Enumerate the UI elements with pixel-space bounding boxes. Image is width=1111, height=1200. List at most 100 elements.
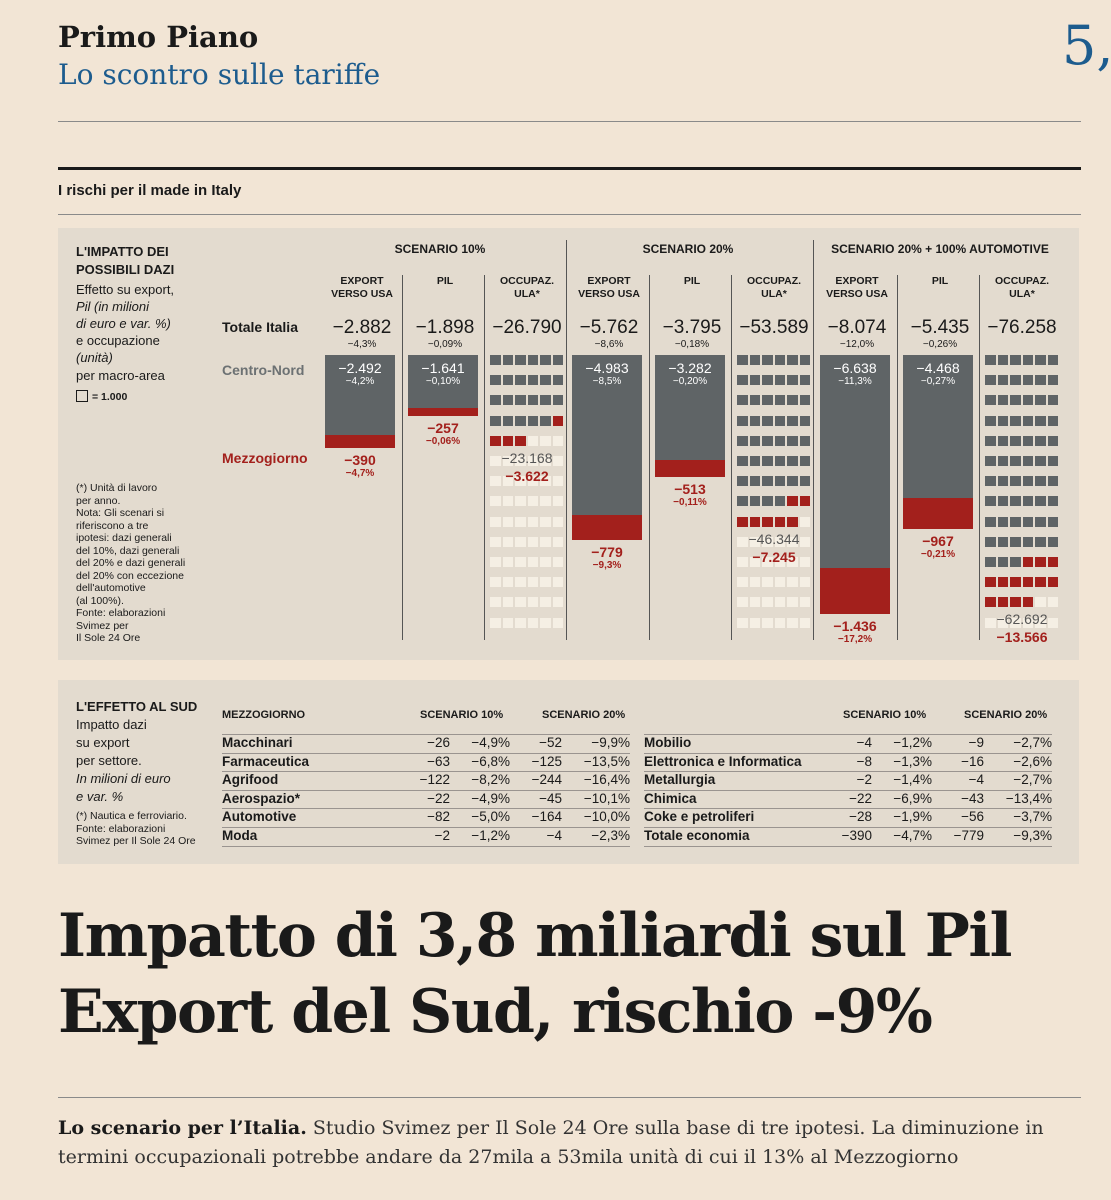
waffle-square: [1022, 557, 1033, 567]
table-row-p20: −13,4%: [1005, 790, 1052, 806]
table-row-rule: [644, 827, 1052, 828]
waffle-square: [540, 577, 551, 588]
waffle-square: [515, 617, 526, 628]
col-header-line: ULA*: [761, 288, 787, 300]
waffle-square: [527, 516, 538, 527]
waffle-square: [1047, 536, 1058, 547]
col-header-pil: PIL: [902, 275, 978, 288]
waffle-square: [774, 415, 785, 426]
waffle-square: [985, 577, 996, 588]
waffle-square: [762, 577, 773, 588]
table-row-p20: −2,6%: [1013, 753, 1052, 769]
waffle-square: [985, 496, 996, 507]
table-row-p10: −1,4%: [893, 772, 932, 788]
waffle-square: [799, 435, 810, 446]
bar-label-centro-nord: −6.638 −11,3%: [818, 361, 892, 388]
table-row-v10: −28: [849, 809, 872, 825]
waffle-square: [774, 355, 785, 365]
south-desc-5: e var. %: [76, 789, 124, 804]
south-note-line: (*) Nautica e ferroviario.: [76, 810, 187, 822]
impact-note-line: del 20% con eccezione: [76, 569, 184, 582]
col-header-line: EXPORT: [340, 275, 384, 287]
scenario-10-header: SCENARIO 10%: [394, 242, 486, 256]
waffle-square: [997, 476, 1008, 487]
bar-mezzogiorno: [820, 568, 890, 615]
bar-label-cn-pct: −4,2%: [345, 376, 375, 387]
waffle-square: [515, 496, 526, 507]
waffle-square: [737, 476, 748, 487]
waffle-square: [1035, 456, 1046, 466]
bar-label-centro-nord: −4.983 −8,5%: [570, 361, 644, 388]
table-row-v20: −125: [531, 753, 562, 769]
waffle-square: [787, 536, 798, 547]
waffle-square: [762, 597, 773, 608]
south-desc-3: per settore.: [76, 753, 142, 768]
col-header-line: VERSO USA: [331, 288, 393, 300]
table-row-p10: −4,7%: [893, 828, 932, 843]
waffle-label-centro-nord: −62.692: [996, 611, 1048, 628]
waffle-square: [552, 355, 563, 365]
waffle-square: [985, 516, 996, 527]
waffle-square: [540, 536, 551, 547]
waffle-square: [737, 456, 748, 466]
south-note-line: Fonte: elaborazioni: [76, 822, 166, 835]
impact-desc-6: per macro-area: [76, 368, 165, 383]
waffle-square: [1047, 617, 1058, 628]
south-desc-2: su export: [76, 735, 130, 750]
bar-label-mezzogiorno: −513 −0,11%: [650, 481, 730, 509]
waffle-square: [1035, 617, 1046, 628]
waffle-square: [774, 435, 785, 446]
table-row-p10: −1,9%: [893, 809, 932, 825]
waffle-square: [774, 536, 785, 547]
table-bottom-rule: [644, 845, 1052, 847]
waffle-square: [787, 496, 798, 507]
total-value: −5.435 −0,26%: [895, 317, 985, 350]
waffle-square: [997, 557, 1008, 567]
table-row-p10: −8,2%: [471, 772, 510, 788]
bar-mezzogiorno: [572, 514, 642, 540]
waffle-square: [1022, 617, 1033, 628]
waffle-square: [737, 597, 748, 608]
table-row-rule: [222, 827, 630, 828]
table-row-v20: −52: [539, 735, 562, 750]
bar-label-cn-pct: −11,3%: [838, 376, 872, 387]
table-row-p20: −16,4%: [583, 772, 630, 788]
table-row-sector: Totale economia: [644, 828, 750, 843]
waffle-square: [552, 456, 563, 466]
graphic-title-rule: [58, 214, 1081, 215]
waffle-square: [749, 617, 760, 628]
waffle-square: [502, 536, 513, 547]
waffle-square: [985, 557, 996, 567]
waffle-square: [799, 496, 810, 507]
waffle-square: [997, 617, 1008, 628]
waffle-square: [749, 536, 760, 547]
col-header-occ: OCCUPAZ. ULA*: [736, 275, 812, 301]
waffle-square: [1022, 395, 1033, 406]
waffle-square: [502, 476, 513, 487]
metric-separator: [731, 275, 732, 640]
waffle-square: [1035, 597, 1046, 608]
table-row-rule: [222, 734, 630, 735]
standfirst-rule: [58, 1097, 1081, 1098]
waffle-square: [997, 415, 1008, 426]
waffle-square: [1010, 395, 1021, 406]
waffle-label-centro-nord: −23.168: [501, 449, 553, 466]
waffle-square: [997, 435, 1008, 446]
bar-label-cn-pct: −0,27%: [920, 376, 956, 387]
waffle-square: [490, 395, 501, 406]
waffle-square: [985, 476, 996, 487]
metric-separator: [979, 275, 980, 640]
table-row-sector: Automotive: [222, 809, 297, 825]
table-row-v10: −26: [427, 735, 450, 750]
waffle-square: [787, 355, 798, 365]
waffle-square: [737, 577, 748, 588]
metric-separator: [484, 275, 485, 640]
bar-label-mezzogiorno: −779 −9,3%: [567, 544, 647, 572]
waffle-square: [540, 597, 551, 608]
bar-label-mezzogiorno: −257 −0,06%: [403, 420, 483, 448]
waffle-square: [762, 557, 773, 567]
waffle-square: [1010, 355, 1021, 365]
waffle-square: [527, 577, 538, 588]
waffle-square: [787, 456, 798, 466]
waffle-square: [552, 516, 563, 527]
